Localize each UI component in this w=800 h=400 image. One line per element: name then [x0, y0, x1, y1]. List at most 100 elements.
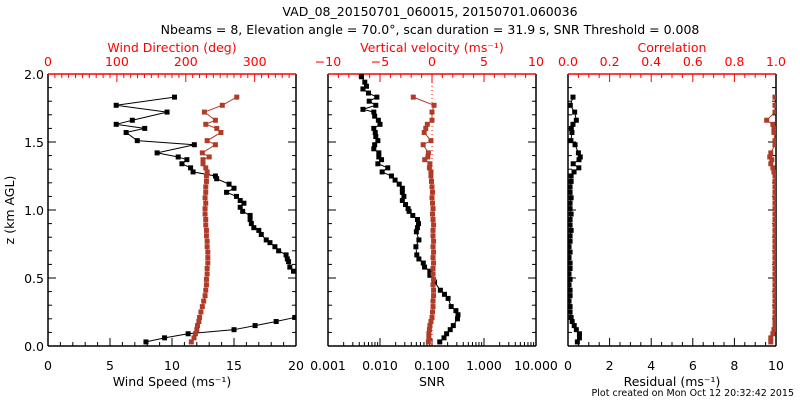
data-point [292, 314, 296, 320]
data-point [201, 298, 207, 304]
data-point [430, 211, 436, 217]
x-tick-label: 10 [164, 358, 180, 373]
data-point [375, 161, 381, 167]
data-point [430, 304, 436, 310]
data-point [204, 138, 210, 144]
data-point [185, 331, 191, 337]
series-wind-speed [113, 94, 296, 345]
data-point [203, 282, 209, 288]
data-point [385, 165, 391, 171]
data-point [570, 121, 576, 127]
data-point [388, 173, 394, 179]
top-x-tick-label: 0.2 [600, 54, 620, 69]
y-axis-label: z (km AGL) [2, 176, 17, 245]
data-point [194, 327, 200, 333]
data-point [377, 121, 383, 127]
data-point [568, 265, 573, 271]
data-point [234, 94, 240, 100]
data-point [376, 150, 382, 156]
data-point [569, 319, 575, 325]
data-point [263, 237, 269, 243]
data-point [772, 178, 776, 184]
x-tick-label: 0 [44, 358, 52, 373]
data-point [568, 222, 573, 228]
data-point [276, 248, 282, 254]
x-tick-label: 0.010 [362, 358, 398, 373]
data-point [771, 169, 776, 175]
data-point [568, 184, 573, 190]
data-point [431, 287, 437, 293]
data-point [772, 222, 776, 228]
data-point [420, 260, 426, 266]
data-point [366, 98, 372, 104]
data-point [252, 323, 258, 329]
data-point [202, 195, 208, 201]
data-point [375, 138, 381, 144]
data-point [772, 265, 776, 271]
data-point [441, 335, 447, 341]
x-tick-label: 10 [768, 358, 784, 373]
data-point [375, 117, 381, 123]
data-point [204, 265, 210, 271]
data-point [256, 227, 262, 233]
panel-residual: 0 2 4 6 8 10 Residual (ms⁻¹) 0.0 0.2 0.4 0.6 0.8 1.0… [558, 40, 786, 389]
data-point [422, 157, 428, 163]
data-point [399, 197, 405, 203]
data-point [372, 142, 378, 148]
data-point [428, 169, 434, 175]
data-point [199, 150, 205, 156]
data-point [772, 184, 776, 190]
top-x-tick-label: −10 [315, 54, 341, 69]
data-point [770, 165, 776, 171]
data-point [240, 208, 246, 214]
data-point [251, 225, 257, 231]
data-point [204, 244, 210, 250]
data-point [429, 184, 435, 190]
data-point [286, 259, 292, 265]
data-point [771, 327, 776, 333]
data-point [392, 177, 398, 183]
data-point [200, 161, 206, 167]
data-point [772, 304, 776, 310]
x-tick-label: 0.001 [310, 358, 346, 373]
data-point [202, 211, 208, 217]
data-point [772, 227, 776, 233]
data-point [237, 197, 243, 203]
data-point [568, 298, 572, 304]
data-point [568, 233, 573, 239]
data-point [568, 102, 573, 108]
top-x-tick-label: −5 [371, 54, 389, 69]
data-point [231, 327, 237, 333]
data-point [568, 260, 573, 266]
data-point [415, 221, 421, 227]
data-point [123, 129, 129, 135]
data-point [772, 233, 776, 239]
data-point [772, 211, 776, 217]
data-point [284, 256, 290, 262]
data-point [568, 293, 573, 299]
data-point [772, 276, 776, 282]
data-point [568, 255, 572, 261]
data-point [191, 142, 197, 148]
data-point [428, 178, 434, 184]
data-point [198, 309, 204, 315]
top-x-tick-label: 300 [243, 54, 267, 69]
data-point [363, 83, 369, 89]
top-x-tick-label: 0.4 [641, 54, 661, 69]
data-point [425, 339, 431, 345]
data-point [772, 94, 776, 100]
data-point [769, 157, 775, 163]
data-point [272, 244, 278, 250]
data-point [576, 335, 582, 341]
data-point [772, 319, 776, 325]
data-point [413, 229, 419, 235]
data-point [772, 293, 776, 299]
data-point [424, 121, 430, 127]
data-point [431, 249, 437, 255]
top-x-tick-label: 0 [428, 54, 436, 69]
data-point [241, 200, 247, 206]
data-point [188, 165, 194, 171]
data-point [200, 157, 206, 163]
data-point [772, 200, 776, 206]
